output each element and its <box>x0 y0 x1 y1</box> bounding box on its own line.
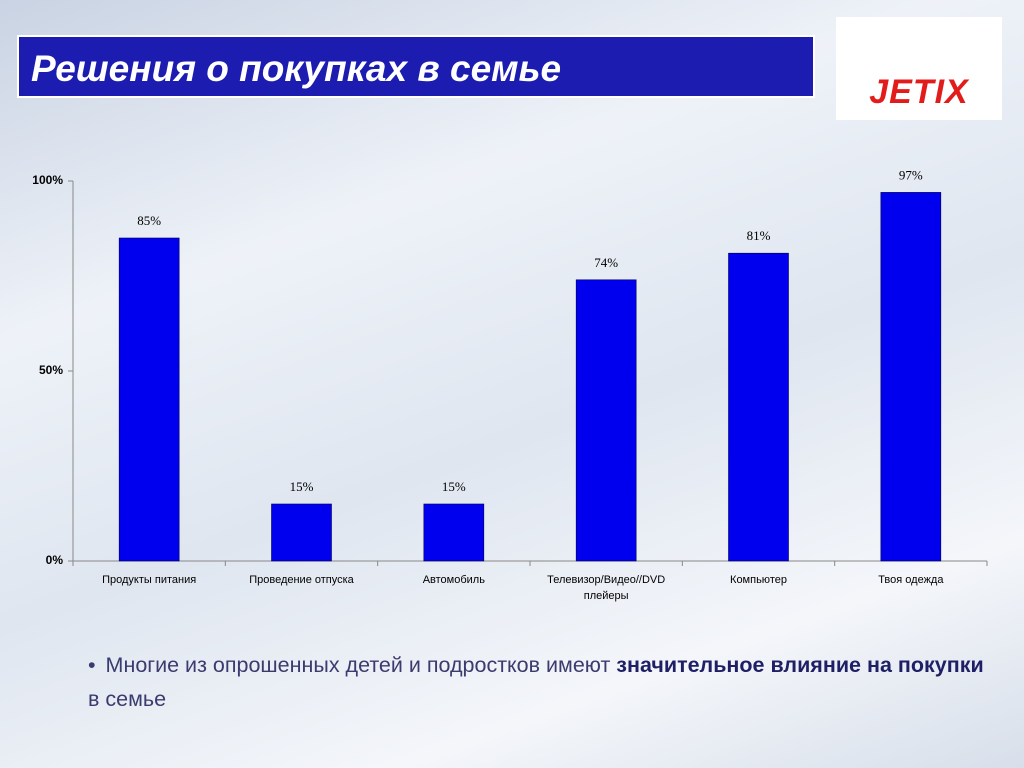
x-tick-label: Компьютер <box>730 574 787 586</box>
text: в семье <box>88 687 167 711</box>
value-label: 15% <box>290 479 314 494</box>
bar <box>880 192 942 562</box>
bar <box>271 503 332 562</box>
value-label: 15% <box>442 479 466 494</box>
value-label: 74% <box>594 255 618 270</box>
x-tick-label: Проведение отпуска <box>249 574 354 586</box>
bar <box>423 503 485 562</box>
value-label: 97% <box>899 167 923 182</box>
y-tick-label: 0% <box>46 553 64 567</box>
bar <box>118 237 180 562</box>
bold-text: значительное влияние на покупки <box>616 653 984 677</box>
y-tick-label: 100% <box>32 173 63 187</box>
value-label: 81% <box>747 228 771 243</box>
logo: JETIX <box>836 17 1002 120</box>
x-tick-label: Телевизор/Видео//DVD плейеры <box>547 574 666 602</box>
slide-title: Решения о покупках в семье <box>17 35 815 98</box>
x-tick-label: Твоя одежда <box>878 574 944 586</box>
text: Многие из опрошенных детей и подростков … <box>105 653 611 677</box>
x-tick-label: Продукты питания <box>102 574 197 586</box>
bar <box>575 279 637 562</box>
x-tick-label: Автомобиль <box>422 574 485 586</box>
bar <box>728 252 789 562</box>
y-tick-label: 50% <box>39 363 63 377</box>
chart: 0% 50% 100% 85% 15% 15% 74% 81% 97% <box>32 167 988 567</box>
value-label: 85% <box>137 213 161 228</box>
bullet-text: Многие из опрошенных детей и подростков … <box>88 648 998 716</box>
